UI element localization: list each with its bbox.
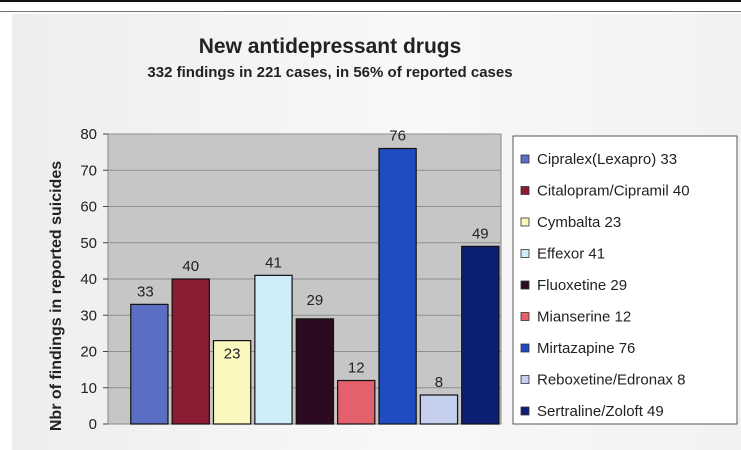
legend-entry: Fluoxetine 29 bbox=[537, 277, 627, 294]
bar-1 bbox=[130, 303, 169, 425]
legend-swatch bbox=[520, 249, 530, 258]
bar-9 bbox=[461, 245, 500, 425]
y-tick-label: 0 bbox=[89, 416, 97, 433]
data-label: 8 bbox=[435, 374, 443, 391]
y-tick-label: 80 bbox=[80, 126, 97, 143]
legend-swatch bbox=[520, 280, 530, 290]
legend: Cipralex(Lexapro) 33 Citalopram/Cipramil … bbox=[520, 151, 690, 420]
bar-7 bbox=[378, 147, 417, 425]
legend-swatch bbox=[520, 343, 530, 353]
frame-divider-line bbox=[0, 11, 741, 12]
bar-6 bbox=[336, 379, 376, 425]
legend-entry: Effexor 41 bbox=[537, 246, 605, 263]
legend-entry: Mirtazapine 76 bbox=[537, 340, 635, 357]
y-axis-label: Nbr of findings in reported suicides bbox=[48, 161, 65, 431]
data-label: 49 bbox=[472, 225, 489, 242]
y-tick-label: 60 bbox=[80, 199, 97, 216]
legend-swatch bbox=[520, 217, 530, 227]
y-tick-label: 20 bbox=[80, 344, 97, 361]
data-label: 12 bbox=[348, 360, 365, 377]
y-tick-label: 50 bbox=[80, 235, 97, 252]
legend-entry: Sertraline/Zoloft 49 bbox=[537, 403, 664, 420]
bar-5 bbox=[295, 318, 335, 425]
y-tick-label: 10 bbox=[80, 380, 97, 397]
legend-swatch bbox=[520, 186, 530, 195]
chart-area: New antidepressant drugs 332 findings in… bbox=[12, 14, 741, 450]
y-axis-ticks: 0 10 20 30 40 50 60 70 80 bbox=[80, 126, 108, 433]
data-label: 23 bbox=[224, 346, 241, 363]
legend-entry: Mianserine 12 bbox=[537, 309, 631, 326]
legend-swatch bbox=[520, 312, 530, 321]
y-tick-label: 40 bbox=[80, 271, 97, 288]
y-tick-label: 70 bbox=[80, 162, 97, 179]
legend-entry: Cymbalta 23 bbox=[537, 214, 621, 231]
bar-chart: New antidepressant drugs 332 findings in… bbox=[48, 35, 738, 433]
legend-swatch bbox=[520, 154, 530, 164]
legend-entry: Citalopram/Cipramil 40 bbox=[537, 183, 690, 200]
legend-entry: Reboxetine/Edronax 8 bbox=[537, 372, 685, 389]
chart-title: New antidepressant drugs bbox=[199, 35, 462, 58]
data-label: 40 bbox=[182, 258, 199, 275]
bars bbox=[130, 147, 500, 425]
data-label: 29 bbox=[306, 292, 323, 309]
chart-subtitle: 332 findings in 221 cases, in 56% of rep… bbox=[147, 64, 512, 81]
legend-swatch bbox=[520, 406, 530, 416]
bar-2 bbox=[171, 278, 210, 425]
legend-entry: Cipralex(Lexapro) 33 bbox=[537, 151, 677, 168]
legend-box bbox=[512, 135, 738, 425]
data-label: 41 bbox=[265, 254, 282, 271]
legend-swatch bbox=[520, 375, 530, 384]
bar-8 bbox=[419, 394, 459, 425]
data-label: 76 bbox=[389, 128, 406, 145]
data-labels: 33 40 23 41 29 12 76 8 49 bbox=[137, 128, 489, 392]
y-tick-label: 30 bbox=[80, 307, 97, 324]
frame-top-border bbox=[0, 0, 741, 2]
bar-3 bbox=[212, 340, 252, 425]
bar-4 bbox=[254, 274, 293, 425]
data-label: 33 bbox=[137, 283, 154, 300]
